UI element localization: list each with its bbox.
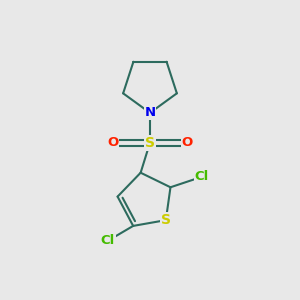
- Text: O: O: [107, 136, 118, 149]
- Text: S: S: [161, 213, 171, 227]
- Text: Cl: Cl: [195, 170, 209, 183]
- Text: S: S: [145, 136, 155, 150]
- Text: N: N: [144, 106, 156, 119]
- Text: Cl: Cl: [101, 234, 115, 247]
- Text: O: O: [182, 136, 193, 149]
